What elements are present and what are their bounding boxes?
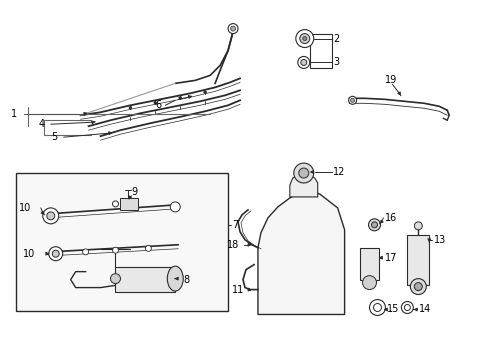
Circle shape (409, 279, 426, 294)
Circle shape (373, 303, 381, 311)
Circle shape (170, 202, 180, 212)
Bar (120, 198, 138, 210)
Text: 6: 6 (155, 100, 161, 110)
Circle shape (112, 201, 118, 207)
Bar (115, 267, 175, 292)
Text: 12: 12 (332, 167, 345, 177)
Text: 7: 7 (232, 220, 238, 230)
Text: 11: 11 (232, 284, 244, 294)
Circle shape (47, 212, 55, 220)
Text: 18: 18 (226, 240, 239, 250)
Bar (359, 248, 379, 280)
Text: 8: 8 (183, 275, 189, 285)
Circle shape (295, 30, 313, 48)
Circle shape (297, 57, 309, 68)
Circle shape (368, 219, 380, 231)
Circle shape (302, 37, 306, 41)
Text: 4: 4 (39, 119, 45, 129)
Circle shape (369, 300, 385, 315)
Circle shape (110, 274, 120, 284)
Circle shape (203, 91, 206, 94)
Polygon shape (289, 174, 317, 197)
Text: 1: 1 (11, 109, 17, 119)
Circle shape (227, 24, 238, 33)
Circle shape (404, 305, 409, 310)
Circle shape (112, 247, 118, 253)
Circle shape (348, 96, 356, 104)
Bar (16, 173, 227, 311)
Text: 9: 9 (131, 187, 137, 197)
Text: 17: 17 (384, 253, 396, 263)
Circle shape (230, 26, 235, 31)
Circle shape (350, 98, 354, 102)
Circle shape (129, 106, 132, 109)
Ellipse shape (167, 266, 183, 291)
Bar (407, 235, 428, 285)
Polygon shape (258, 192, 344, 315)
Circle shape (82, 249, 88, 255)
Text: 13: 13 (433, 235, 446, 245)
Circle shape (293, 163, 313, 183)
Circle shape (154, 101, 157, 104)
Circle shape (145, 246, 151, 251)
Bar (309, 33, 331, 68)
Text: 10: 10 (23, 249, 35, 259)
Circle shape (371, 222, 377, 228)
Circle shape (49, 247, 62, 261)
Text: 10: 10 (19, 203, 31, 213)
Circle shape (52, 250, 59, 257)
Circle shape (42, 208, 59, 224)
Circle shape (413, 283, 422, 291)
Circle shape (179, 96, 182, 99)
Circle shape (362, 276, 376, 289)
Text: 2: 2 (333, 33, 339, 44)
Circle shape (413, 222, 422, 230)
Text: 16: 16 (384, 213, 396, 223)
Text: 5: 5 (51, 132, 57, 142)
Circle shape (300, 59, 306, 66)
Circle shape (401, 302, 412, 314)
Text: 14: 14 (419, 305, 431, 315)
Text: 3: 3 (333, 58, 339, 67)
Circle shape (299, 33, 309, 44)
Text: 19: 19 (384, 75, 396, 85)
Circle shape (298, 168, 308, 178)
Text: 15: 15 (386, 305, 399, 315)
